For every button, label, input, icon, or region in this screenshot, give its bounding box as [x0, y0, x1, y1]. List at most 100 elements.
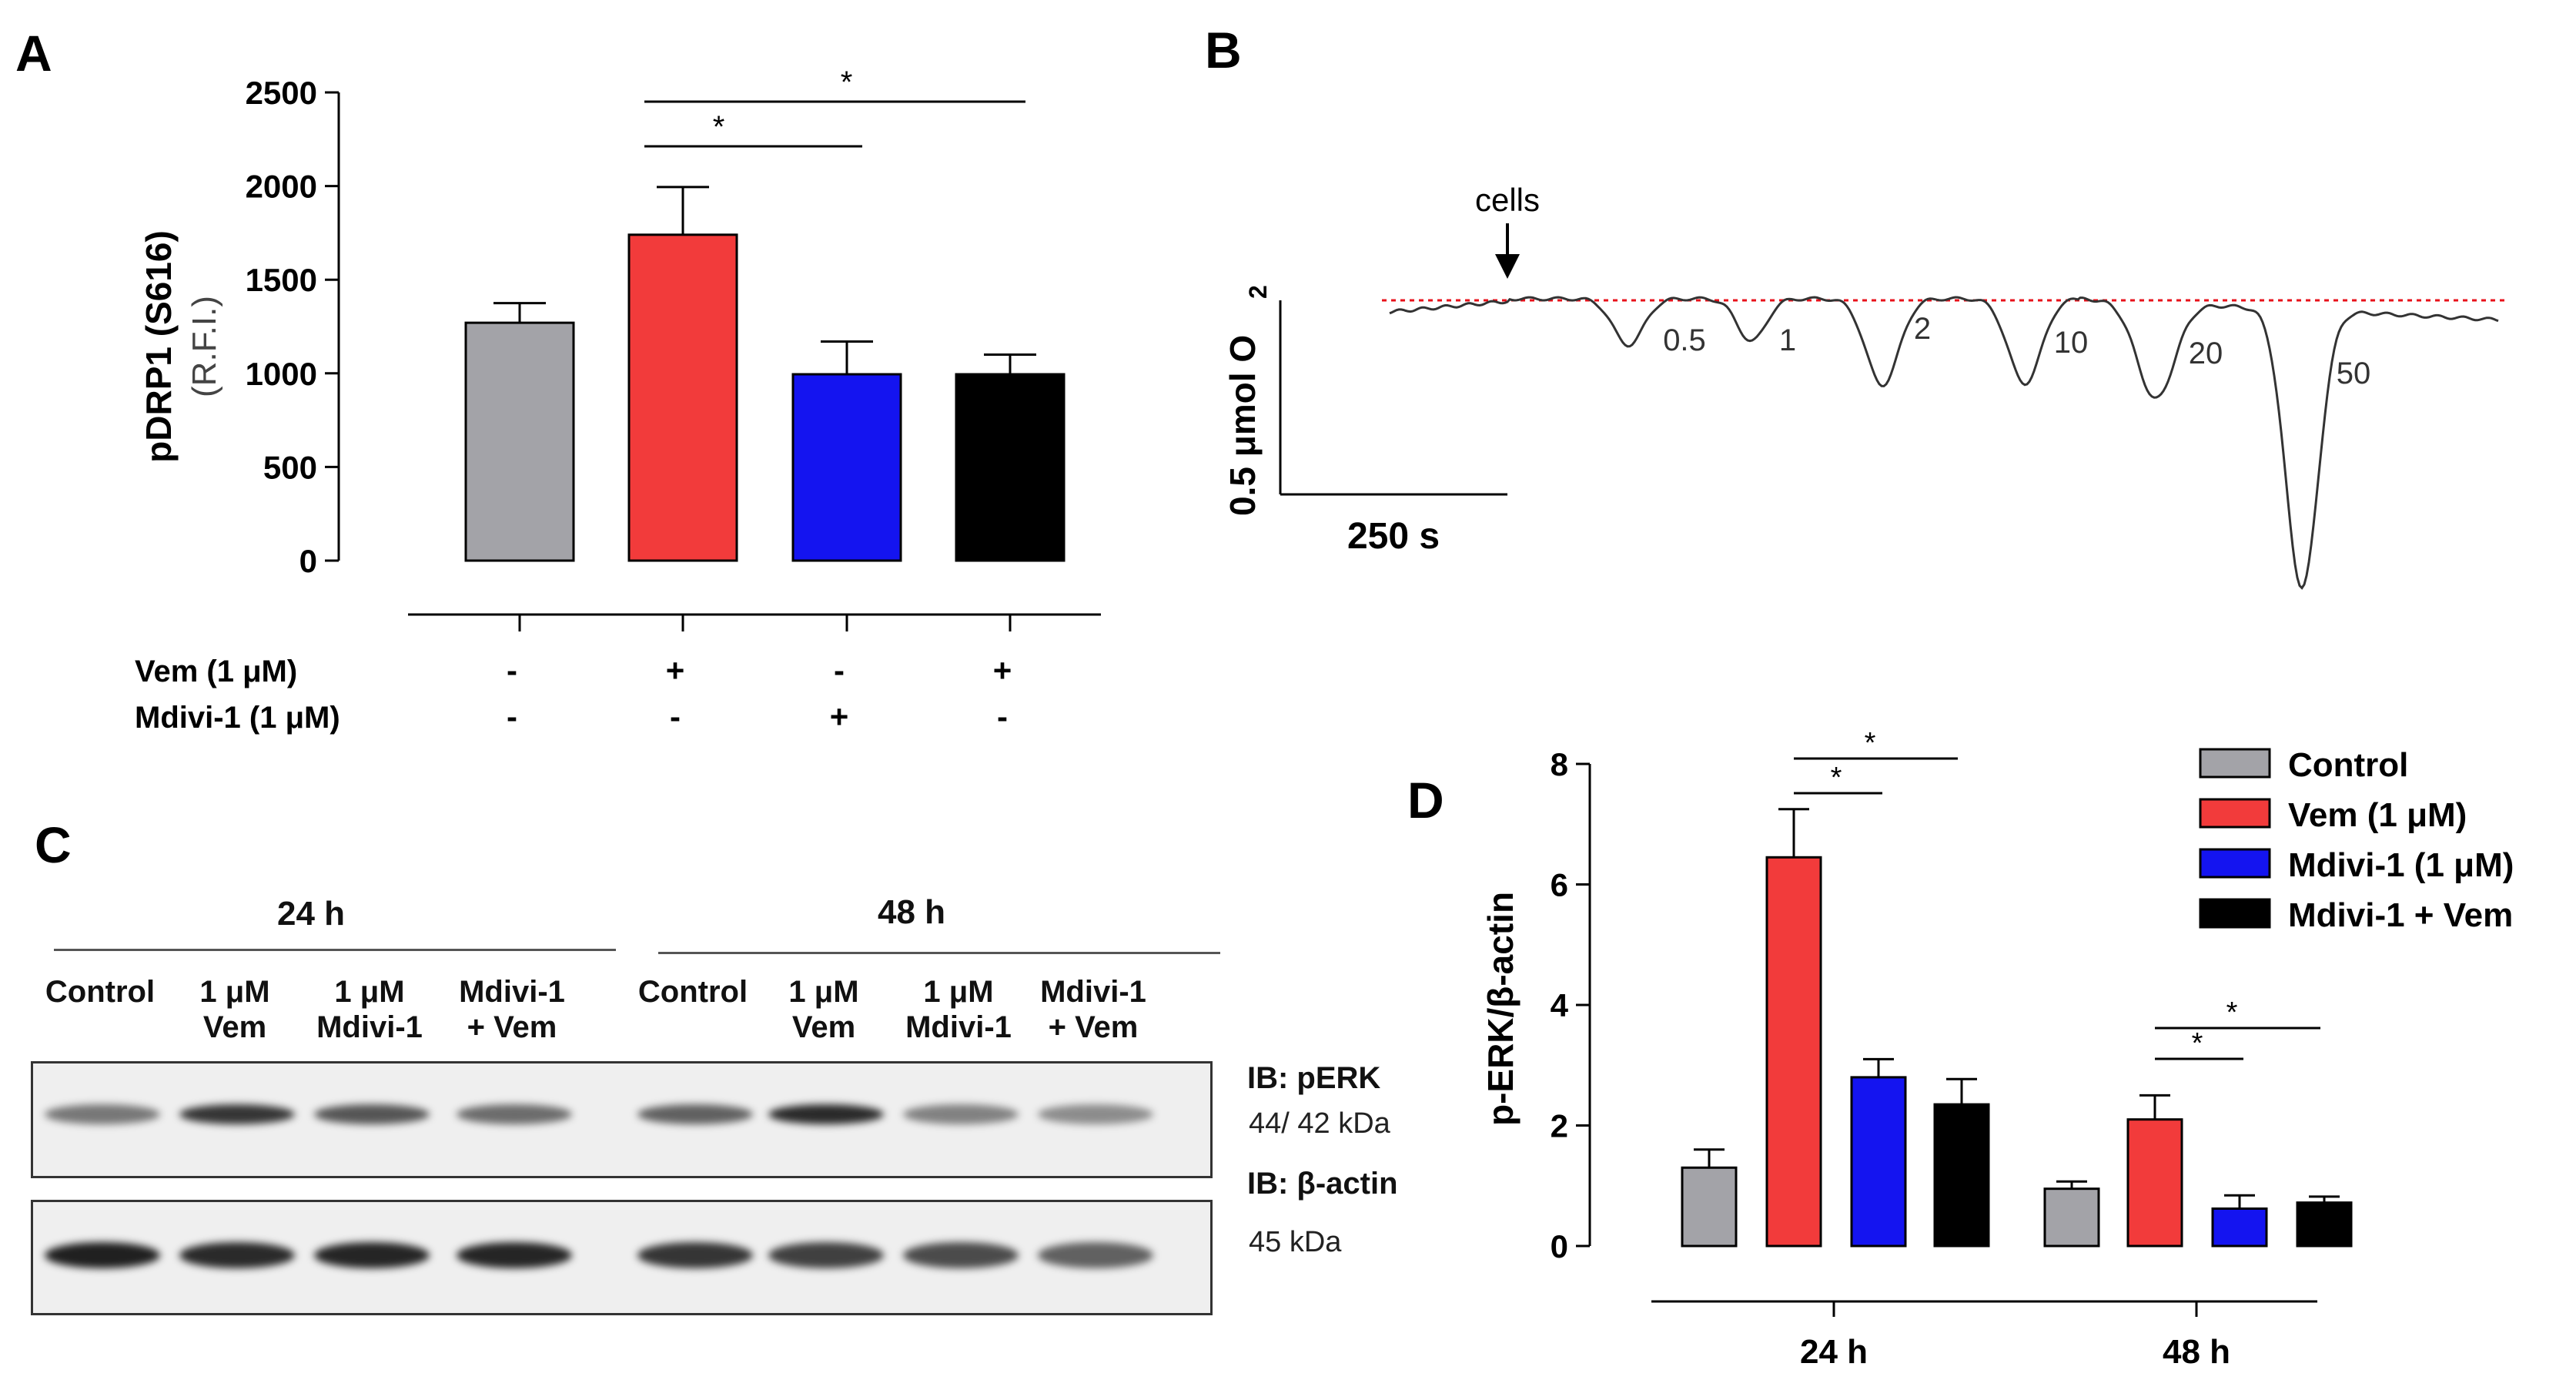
panel-a-y-axis-sublabel: (R.F.I.): [186, 296, 223, 397]
panel-c-band: [768, 1242, 884, 1268]
panel-a-bar-2: [791, 373, 902, 562]
panel-c-lane-label-line1: Control: [45, 975, 156, 1009]
panel-b-arrow-head: [1495, 254, 1520, 279]
panel-d-bar: [2211, 1207, 2268, 1248]
panel-d-bar: [1681, 1166, 1738, 1248]
panel-c-blot-strip: [31, 1061, 1213, 1178]
panel-a-significance-star: *: [713, 110, 725, 144]
panel-b-peak-label: 50: [2337, 357, 2371, 390]
panel-letter-d: D: [1407, 772, 1444, 829]
panel-b-peak-label: 2: [1914, 312, 1931, 346]
panel-b-peak-label: 20: [2189, 337, 2223, 370]
panel-b-peak-label: 1: [1779, 323, 1796, 357]
panel-d-significance-star: *: [2192, 1027, 2203, 1060]
panel-d-legend-swatch: [2199, 798, 2271, 829]
panel-d-legend-label: Mdivi-1 + Vem: [2288, 896, 2513, 934]
panel-letter-a: A: [15, 25, 52, 82]
panel-c-blot-strip: [31, 1200, 1213, 1315]
panel-d-legend-label: Vem (1 μM): [2288, 796, 2467, 834]
panel-d-legend-swatch: [2199, 898, 2271, 929]
panel-c-band: [1038, 1104, 1153, 1124]
panel-c-lane-label-line2: + Vem: [467, 1010, 557, 1044]
panel-a-y-tick-label: 500: [263, 449, 317, 485]
panel-a-bar-1: [627, 233, 738, 562]
panel-a-significance-star: *: [841, 65, 853, 99]
panel-a-condition-label: Mdivi-1 (1 μM): [135, 701, 340, 735]
panel-letter-c: C: [35, 816, 72, 873]
panel-c-band: [179, 1104, 295, 1124]
panel-b-y-scale-label: 0.5 μmol O: [1223, 335, 1263, 516]
panel-b-peak-label: 10: [2054, 326, 2089, 360]
panel-c-time-header: 48 h: [878, 893, 946, 931]
panel-c-lane-label: Control: [15, 974, 185, 1010]
panel-a-condition-sign: -: [997, 698, 1008, 735]
panel-a-condition-label: Vem (1 μM): [135, 655, 297, 688]
panel-c-lane-label-line1: 1 μM: [923, 975, 994, 1009]
panel-d-bar: [1850, 1076, 1907, 1248]
panel-c-lane-label-line2: Vem: [791, 1010, 856, 1044]
panel-c-lane-label-line2: Mdivi-1: [905, 1010, 1012, 1044]
panel-d-x-tick-label: 24 h: [1800, 1333, 1868, 1371]
panel-a-chart: 0 500 1000 1500 2000 2500 * * Vem (1 μM) - + - + Mdiv…: [135, 65, 1101, 735]
panel-a-y-axis-label: pDRP1 (S616): [139, 230, 179, 463]
panel-a-y-tick-label: 1000: [246, 356, 317, 392]
panel-d-chart: 0 2 4 6 8 24 h 48 h * * * * Control Vem (1 μM) Mdivi-…: [1551, 727, 2514, 1371]
panel-a-bar-3: [955, 373, 1066, 562]
panel-c-lane-label-line1: 1 μM: [199, 975, 270, 1009]
panel-a-condition-sign: -: [834, 652, 845, 688]
panel-c-band: [768, 1104, 884, 1124]
panel-c-lane-label-line1: 1 μM: [334, 975, 405, 1009]
panel-d-y-tick-label: 0: [1551, 1228, 1568, 1264]
panel-b-x-scale-label: 250 s: [1347, 516, 1440, 557]
panel-b-peak-label: 0.5: [1663, 323, 1706, 357]
panel-c-lane-label: Mdivi-1 + Vem: [1009, 974, 1178, 1045]
panel-c-lane-label: 1 μM Mdivi-1: [874, 974, 1043, 1045]
panel-c-lane-label-line1: Control: [637, 975, 748, 1009]
panel-c-ib-label: IB: β-actin: [1247, 1167, 1398, 1201]
panel-a-condition-sign: +: [666, 652, 685, 688]
panel-c-band: [637, 1104, 753, 1124]
panel-a-condition-sign: +: [830, 698, 849, 735]
panel-a-y-tick-label: 2500: [246, 75, 317, 111]
panel-a-y-tick-label: 0: [299, 543, 317, 579]
panel-b-trace: 0.5 μmol O 2 250 s cells 0.5 1 2 10 20 50: [1223, 182, 2506, 590]
panel-a-condition-sign: -: [507, 698, 517, 735]
panel-c-band: [314, 1242, 430, 1268]
panel-d-y-tick-label: 2: [1551, 1108, 1568, 1144]
panel-c-band: [457, 1104, 572, 1124]
panel-a-condition-sign: -: [670, 698, 681, 735]
panel-a-bar-0: [464, 321, 575, 562]
panel-c-lane-label-line1: Mdivi-1: [1040, 975, 1146, 1009]
panel-c-lane-label: 1 μM Mdivi-1: [285, 974, 454, 1045]
panel-d-legend-swatch: [2199, 848, 2271, 879]
panel-d-bar: [2126, 1118, 2183, 1248]
panel-a-condition-sign: +: [993, 652, 1012, 688]
panel-c-header-line: [54, 949, 616, 951]
panel-c-band: [457, 1242, 572, 1268]
panel-c-lane-label-line2: Mdivi-1: [316, 1010, 423, 1044]
panel-d-bar: [1765, 856, 1822, 1248]
panel-c-band: [1038, 1242, 1153, 1268]
panel-d-y-tick-label: 6: [1551, 867, 1568, 903]
panel-d-legend-label: Mdivi-1 (1 μM): [2288, 846, 2514, 884]
panel-c-lane-label: 1 μM Vem: [739, 974, 908, 1045]
panel-d-bar: [2296, 1201, 2353, 1248]
panel-c-lane-label-line1: 1 μM: [788, 975, 859, 1009]
panel-d-legend-label: Control: [2288, 746, 2408, 784]
panel-b-y-scale-subscript: 2: [1244, 285, 1272, 299]
panel-c-lane-label: Control: [608, 974, 778, 1010]
panel-c-band: [903, 1242, 1019, 1268]
panel-c-kda-label: 45 kDa: [1249, 1226, 1342, 1258]
panel-c-band: [45, 1104, 160, 1124]
panel-d-bar: [2043, 1187, 2100, 1248]
panel-d-significance-star: *: [2226, 996, 2238, 1029]
panel-c-lane-label-line2: + Vem: [1048, 1010, 1139, 1044]
panel-c-band: [637, 1242, 753, 1268]
panel-letter-b: B: [1205, 22, 1242, 79]
panel-d-x-tick-label: 48 h: [2163, 1333, 2230, 1371]
panel-c-time-header: 24 h: [277, 895, 346, 933]
panel-a-condition-sign: -: [507, 652, 517, 688]
panel-c-lane-label: 1 μM Vem: [150, 974, 319, 1045]
panel-d-legend-swatch: [2199, 748, 2271, 779]
